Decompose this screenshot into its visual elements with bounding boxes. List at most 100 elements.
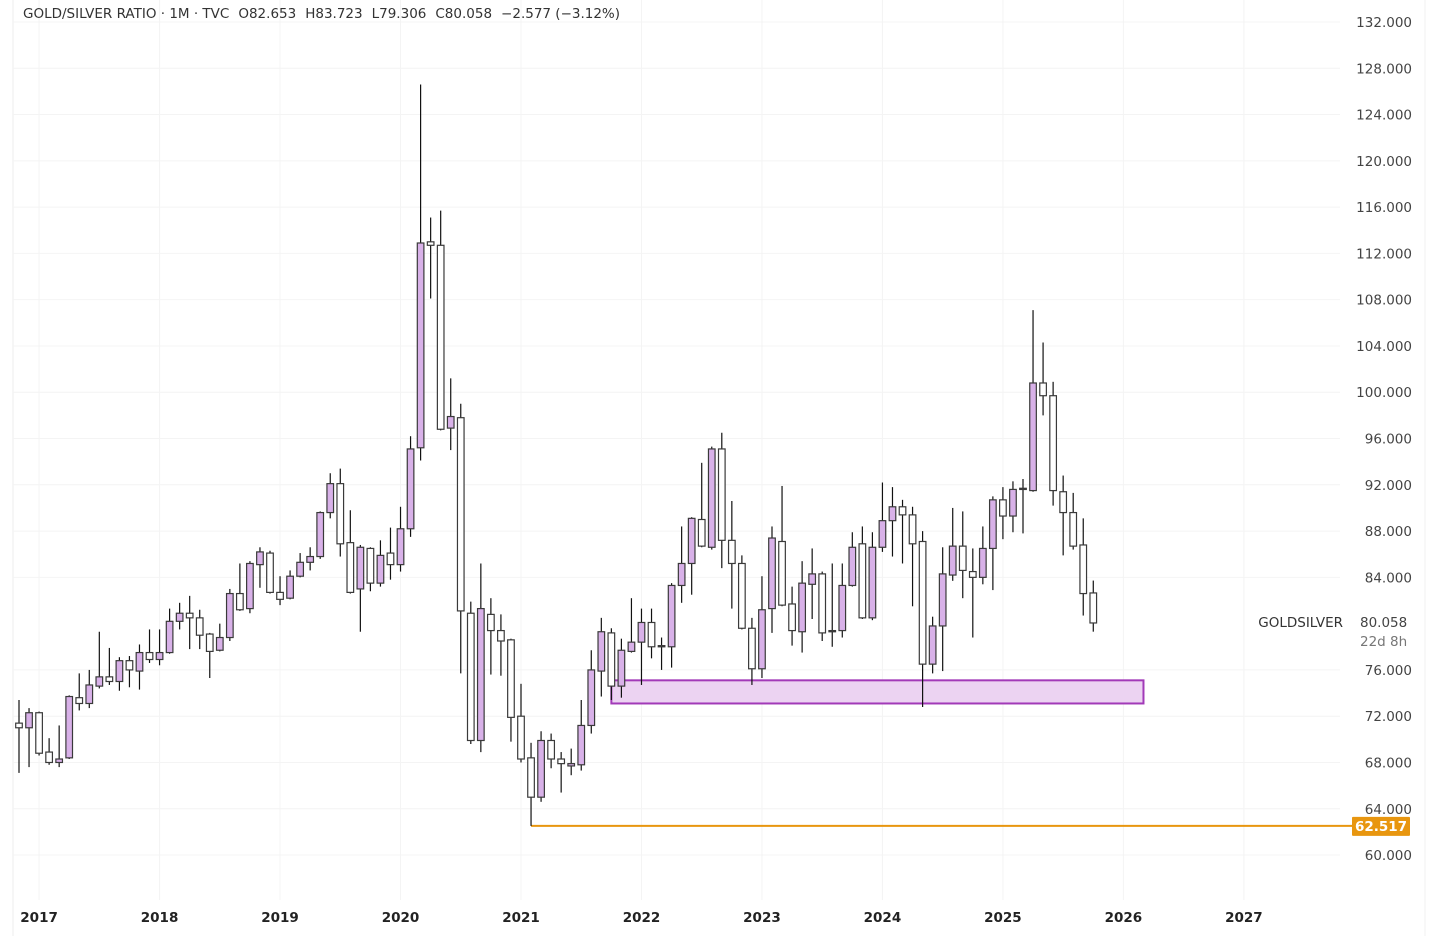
price-tick-label: 128.000 — [1356, 61, 1412, 77]
candle-body — [376, 554, 385, 584]
ohlc-open: O82.653 — [238, 6, 297, 22]
candle-up — [376, 540, 385, 587]
candle-down — [185, 595, 194, 650]
candle-up — [798, 561, 807, 653]
price-tick-label: 124.000 — [1356, 108, 1412, 124]
last-price-value: 80.058 — [1360, 615, 1407, 631]
candle-up — [1009, 481, 1017, 533]
candle-body — [928, 625, 937, 665]
candle-body — [978, 547, 987, 578]
candle-body — [888, 506, 897, 522]
candle-down — [436, 210, 445, 431]
candle-up — [306, 547, 315, 571]
candle-up — [446, 378, 455, 451]
candle-body — [286, 575, 294, 599]
candle-body — [1009, 488, 1017, 517]
candle-body — [627, 641, 636, 653]
candle-body — [205, 633, 214, 653]
level-price-label: 62.517 — [1355, 819, 1407, 835]
price-tick-label: 68.000 — [1365, 755, 1412, 771]
candle-up — [878, 482, 887, 552]
ohlc-low: L79.306 — [371, 6, 427, 22]
candle-down — [547, 733, 556, 769]
candle-down — [717, 432, 726, 569]
candle-down — [486, 598, 495, 675]
candle-body — [386, 552, 395, 566]
candle-up — [286, 570, 294, 600]
time-tick-label: 2019 — [261, 910, 299, 926]
time-tick-label: 2027 — [1225, 910, 1263, 926]
candle-up — [25, 708, 33, 768]
candle-body — [235, 592, 244, 611]
candle-down — [205, 632, 214, 679]
candle-body — [507, 639, 515, 718]
candle-body — [838, 584, 847, 632]
candle-body — [597, 631, 606, 672]
candle-up — [868, 532, 877, 621]
candle-body — [818, 573, 827, 634]
candle-body — [135, 651, 144, 672]
candle-body — [808, 573, 817, 585]
price-tick-label: 76.000 — [1365, 663, 1412, 679]
time-tick-label: 2024 — [864, 910, 902, 926]
candle-up — [225, 588, 234, 641]
candle-up — [155, 629, 164, 666]
candle-body — [868, 546, 877, 619]
candle-down — [35, 711, 43, 756]
candle-up — [808, 548, 817, 620]
candle-body — [1019, 487, 1027, 491]
candle-body — [1079, 544, 1088, 595]
candle-body — [1059, 491, 1068, 514]
candle-up — [938, 547, 947, 672]
candle-body — [958, 545, 967, 572]
candle-up — [838, 563, 847, 638]
candle-body — [246, 562, 254, 610]
candle-up — [215, 623, 224, 652]
candle-body — [225, 592, 234, 639]
last-price-symbol: GOLDSILVER — [1258, 615, 1343, 631]
candle-body — [316, 511, 325, 558]
candle-body — [95, 676, 104, 687]
candle-down — [276, 576, 284, 606]
candle-body — [527, 757, 535, 798]
candle-body — [276, 591, 284, 600]
price-axis[interactable]: 132.000 128.000 124.000 120.000 116.000 112.0… — [1356, 15, 1412, 864]
candle-body — [748, 627, 756, 670]
candle-body — [486, 613, 495, 632]
price-tick-label: 64.000 — [1365, 802, 1412, 818]
candle-body — [356, 546, 365, 590]
time-axis[interactable]: 2017 2018 2019 2020 2021 2022 2023 2024 2025 2026… — [20, 910, 1262, 926]
symbol-title[interactable]: GOLD/SILVER RATIO · 1M · TVC — [23, 6, 230, 22]
candle-body — [115, 660, 124, 683]
candle-down — [607, 628, 616, 701]
candle-body — [155, 651, 164, 661]
support-zone-rect[interactable] — [610, 679, 1145, 705]
candle-up — [597, 617, 606, 697]
candle-body — [1069, 511, 1078, 547]
ohlc-change: −2.577 (−3.12%) — [501, 6, 621, 22]
level-line[interactable]: 62.517 — [531, 816, 1410, 836]
candle-body — [557, 758, 566, 765]
candle-up — [758, 576, 766, 679]
candle-body — [617, 649, 626, 687]
candle-body — [517, 715, 525, 760]
candle-up — [928, 616, 937, 674]
support-zone[interactable] — [610, 679, 1145, 705]
candle-body — [717, 448, 726, 541]
candle-down — [366, 547, 375, 592]
candle-down — [1079, 518, 1088, 616]
candle-body — [908, 514, 917, 545]
candle-body — [898, 506, 907, 516]
candle-body — [406, 448, 415, 530]
time-tick-label: 2020 — [382, 910, 420, 926]
candle-body — [537, 739, 545, 798]
candle-up — [65, 695, 74, 760]
ohlc-high: H83.723 — [305, 6, 363, 22]
candle-down — [958, 511, 967, 599]
candle-body — [256, 551, 264, 566]
candle-body — [55, 758, 64, 764]
candle-up — [406, 436, 415, 537]
candle-down — [727, 500, 736, 609]
candle-body — [85, 684, 94, 705]
